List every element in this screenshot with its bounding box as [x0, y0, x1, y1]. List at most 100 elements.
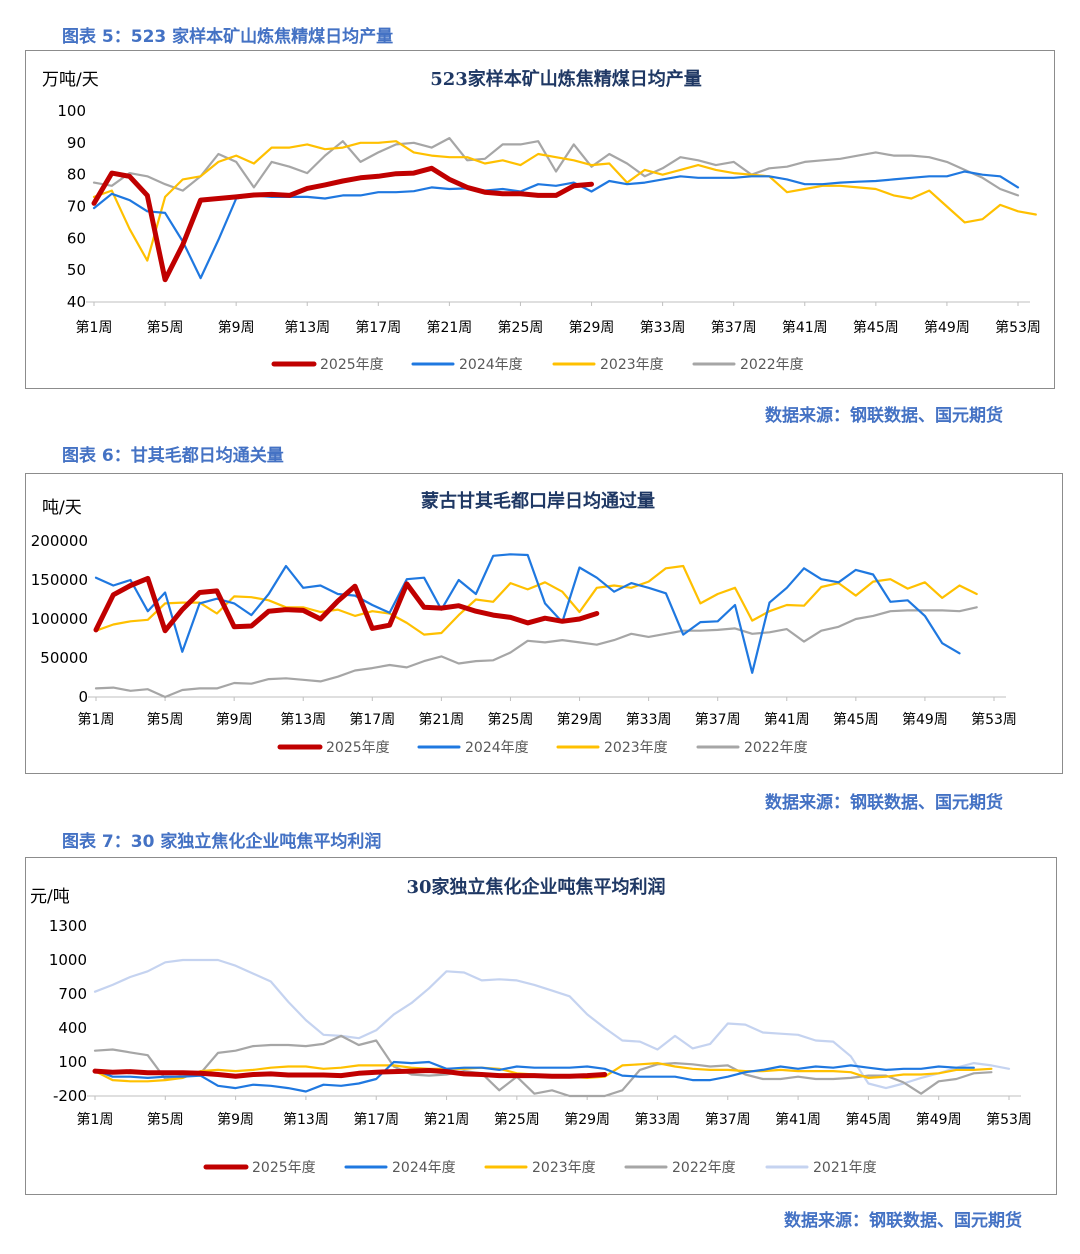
x-tick-label: 第5周 — [147, 711, 184, 728]
x-tick-label: 第21周 — [418, 711, 464, 728]
x-tick-label: 第25周 — [488, 711, 534, 728]
figure-caption: 图表 7：30 家独立焦化企业吨焦平均利润 — [62, 832, 382, 852]
chart-panel: 蒙古甘其毛都口岸日均通过量 吨/天 0 50000 100000 150000 200000… — [25, 473, 1063, 774]
series-group — [93, 553, 978, 699]
x-tick-label: 第53周 — [986, 1111, 1032, 1128]
series-line-2022年度 — [93, 1034, 993, 1098]
y-tick-label: 0 — [78, 688, 88, 706]
legend-label: 2024年度 — [465, 740, 529, 756]
y-tick-label: 200000 — [31, 532, 88, 550]
x-tick-label: 第33周 — [626, 711, 672, 728]
y-tick-label: 50 — [67, 261, 86, 279]
x-tick-label: 第49周 — [902, 711, 948, 728]
y-tick-label: -200 — [53, 1087, 87, 1105]
series-group — [91, 136, 1037, 283]
series-line-2024年度 — [93, 1060, 975, 1093]
figure-caption: 图表 5：523 家样本矿山炼焦精煤日均产量 — [62, 27, 394, 47]
series-line-2024年度 — [92, 170, 1020, 280]
line-chart: 523家样本矿山炼焦精煤日均产量 万吨/天 40 50 60 70 80 90 100 第1周 第5… — [42, 68, 1041, 373]
y-tick-label: 60 — [67, 229, 86, 247]
x-tick-label: 第13周 — [283, 1111, 329, 1128]
legend-label: 2022年度 — [740, 357, 804, 373]
x-tick-label: 第45周 — [833, 711, 879, 728]
y-tick-label: 1300 — [49, 917, 87, 935]
x-tick-label: 第29周 — [569, 319, 615, 336]
y-tick-label: 80 — [67, 166, 86, 184]
x-tick-label: 第13周 — [284, 319, 330, 336]
legend-label: 2024年度 — [459, 357, 523, 373]
x-tick-label: 第9周 — [218, 319, 255, 336]
chart-panel: 523家样本矿山炼焦精煤日均产量 万吨/天 40 50 60 70 80 90 100 第1周 第5… — [25, 50, 1055, 389]
data-source: 数据来源：钢联数据、国元期货 — [765, 793, 1003, 813]
x-tick-label: 第49周 — [924, 319, 970, 336]
series-line-2025年度 — [91, 165, 594, 283]
legend-label: 2024年度 — [392, 1160, 456, 1176]
x-tick-label: 第53周 — [971, 711, 1017, 728]
x-tick-label: 第53周 — [995, 319, 1041, 336]
series-line-2022年度 — [94, 606, 978, 699]
legend-label: 2025年度 — [326, 740, 390, 756]
chart-title: 蒙古甘其毛都口岸日均通过量 — [421, 490, 655, 512]
figure-caption: 图表 6：甘其毛都日均通关量 — [62, 446, 284, 466]
x-tick-label: 第9周 — [217, 1111, 254, 1128]
x-tick-label: 第37周 — [711, 319, 757, 336]
x-tick-label: 第45周 — [853, 319, 899, 336]
x-tick-label: 第41周 — [782, 319, 828, 336]
x-tick-label: 第29周 — [557, 711, 603, 728]
x-tick-label: 第13周 — [280, 711, 326, 728]
x-tick-label: 第1周 — [76, 319, 113, 336]
series-line-2023年度 — [92, 140, 1037, 262]
x-tick-label: 第25周 — [498, 319, 544, 336]
y-tick-label: 70 — [67, 198, 86, 216]
x-tick-label: 第17周 — [355, 319, 401, 336]
x-tick-label: 第45周 — [845, 1111, 891, 1128]
y-axis-unit: 吨/天 — [42, 498, 82, 518]
legend-label: 2022年度 — [672, 1160, 736, 1176]
y-tick-label: 100 — [57, 102, 86, 120]
y-axis-unit: 元/吨 — [30, 887, 70, 907]
x-tick-label: 第25周 — [494, 1111, 540, 1128]
x-tick-label: 第1周 — [77, 1111, 114, 1128]
y-tick-label: 100000 — [31, 610, 88, 628]
x-tick-label: 第49周 — [916, 1111, 962, 1128]
series-line-2025年度 — [92, 1068, 608, 1079]
x-tick-label: 第21周 — [426, 319, 472, 336]
series-group — [92, 958, 1011, 1098]
chart-panel: 30家独立焦化企业吨焦平均利润元/吨 -200 100 400 700 1000 1300 第… — [25, 857, 1057, 1195]
series-line-2023年度 — [94, 564, 978, 636]
data-source: 数据来源：钢联数据、国元期货 — [784, 1211, 1022, 1231]
legend-label: 2025年度 — [320, 357, 384, 373]
legend-label: 2021年度 — [813, 1160, 877, 1176]
x-tick-label: 第33周 — [640, 319, 686, 336]
chart-title: 30家独立焦化企业吨焦平均利润 — [406, 876, 665, 898]
x-tick-label: 第41周 — [775, 1111, 821, 1128]
y-tick-label: 1000 — [49, 951, 87, 969]
y-tick-label: 400 — [58, 1019, 87, 1037]
x-tick-label: 第5周 — [147, 1111, 184, 1128]
y-tick-label: 150000 — [31, 571, 88, 589]
legend-label: 2025年度 — [252, 1160, 316, 1176]
legend-label: 2023年度 — [600, 357, 664, 373]
x-tick-label: 第41周 — [764, 711, 810, 728]
x-tick-label: 第17周 — [353, 1111, 399, 1128]
data-source: 数据来源：钢联数据、国元期货 — [765, 406, 1003, 426]
y-tick-label: 100 — [58, 1053, 87, 1071]
legend-label: 2022年度 — [744, 740, 808, 756]
y-tick-label: 700 — [58, 985, 87, 1003]
series-line-2022年度 — [92, 136, 1020, 197]
x-tick-label: 第5周 — [147, 319, 184, 336]
x-tick-label: 第9周 — [216, 711, 253, 728]
y-tick-label: 90 — [67, 134, 86, 152]
chart-title: 523家样本矿山炼焦精煤日均产量 — [430, 68, 702, 90]
x-tick-label: 第37周 — [705, 1111, 751, 1128]
series-line-2024年度 — [94, 553, 961, 674]
x-tick-label: 第1周 — [78, 711, 115, 728]
y-tick-label: 40 — [67, 293, 86, 311]
x-tick-label: 第17周 — [349, 711, 395, 728]
x-tick-label: 第29周 — [564, 1111, 610, 1128]
legend-label: 2023年度 — [604, 740, 668, 756]
line-chart: 蒙古甘其毛都口岸日均通过量 吨/天 0 50000 100000 150000 200000… — [31, 490, 1017, 756]
series-line-2025年度 — [93, 575, 600, 634]
y-axis-unit: 万吨/天 — [42, 70, 99, 90]
